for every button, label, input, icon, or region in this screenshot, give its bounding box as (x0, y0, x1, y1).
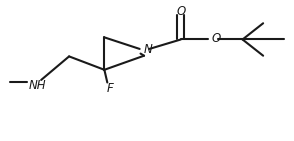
Text: F: F (107, 82, 113, 95)
Text: O: O (176, 5, 186, 18)
Text: N: N (144, 43, 153, 56)
Text: O: O (211, 32, 221, 45)
Text: NH: NH (29, 79, 46, 92)
